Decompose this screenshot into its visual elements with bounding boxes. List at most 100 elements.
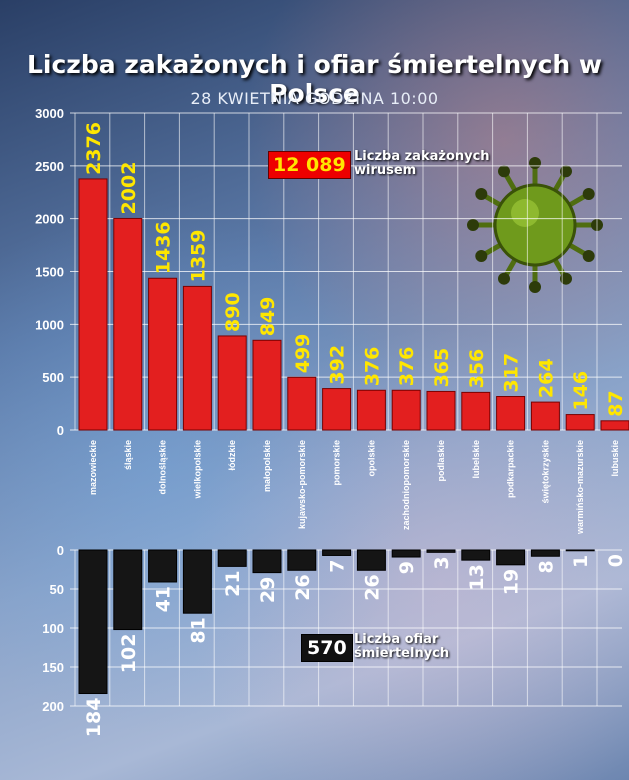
deaths-bar xyxy=(78,549,108,695)
virus-illustration xyxy=(467,157,603,293)
infected-value-label: 264 xyxy=(535,358,557,398)
infected-bar xyxy=(600,420,629,431)
deaths-bar xyxy=(426,549,456,553)
deaths-y-tick: 200 xyxy=(42,699,64,714)
category-label: dolnośląskie xyxy=(158,440,168,495)
deaths-bar xyxy=(287,549,317,571)
category-label: podlaskie xyxy=(436,440,446,482)
category-label: lubuskie xyxy=(610,440,620,477)
deaths-value-label: 9 xyxy=(396,561,418,574)
deaths-value-label: 41 xyxy=(153,586,175,612)
infected-value-label: 849 xyxy=(257,297,279,337)
chart-subtitle: 28 KWIETNIA GODZINA 10:00 xyxy=(190,89,439,108)
category-label: śląskie xyxy=(123,440,133,470)
category-labels: mazowieckie śląskie dolnośląskie wielkopols… xyxy=(88,440,620,535)
deaths-legend-text: Liczba ofiar śmiertelnych xyxy=(354,633,449,661)
infected-y-tick: 2500 xyxy=(35,159,64,174)
infected-value-label: 499 xyxy=(292,334,314,374)
deaths-value-label: 7 xyxy=(327,559,349,572)
virus-spike-tip xyxy=(475,250,488,262)
virus-spike-tip xyxy=(498,165,510,178)
deaths-bar xyxy=(461,549,491,561)
infected-bar xyxy=(496,396,526,431)
infected-bar xyxy=(287,376,317,431)
category-label: podkarpackie xyxy=(506,440,516,498)
infected-value-label: 356 xyxy=(466,349,488,389)
infected-bars: 2376 2002 1436 1359 890 849 499 392 376 376 365 356… xyxy=(78,122,629,431)
infected-value-label: 890 xyxy=(222,292,244,332)
infected-bar xyxy=(217,335,247,431)
virus-spike-tip xyxy=(582,250,595,262)
infected-value-label: 2376 xyxy=(83,122,105,175)
deaths-bar xyxy=(113,549,143,631)
infected-value-label: 365 xyxy=(431,348,453,388)
deaths-value-label: 13 xyxy=(466,564,488,590)
chart-title: Liczba zakażonych i ofiar śmiertelnych w… xyxy=(26,50,603,108)
deaths-legend-line1: Liczba ofiar xyxy=(354,632,439,647)
deaths-value-label: 1 xyxy=(570,555,592,568)
infected-value-label: 317 xyxy=(501,353,523,393)
virus-spike-tip xyxy=(529,157,541,169)
deaths-bar xyxy=(252,549,282,574)
deaths-value-label: 184 xyxy=(83,698,105,738)
infected-bar xyxy=(148,277,178,431)
infected-bar xyxy=(565,414,595,431)
virus-body xyxy=(493,183,577,267)
deaths-value-label: 21 xyxy=(222,570,244,596)
infected-bar xyxy=(252,339,282,431)
infected-value-label: 87 xyxy=(605,390,627,416)
deaths-bar xyxy=(565,549,595,552)
deaths-total-badge: 570 xyxy=(301,634,353,662)
deaths-y-tick: 100 xyxy=(42,621,64,636)
infected-legend-text: Liczba zakażonych wirusem xyxy=(354,150,490,178)
category-label: świętokrzyskie xyxy=(540,440,550,504)
category-label: lubelskie xyxy=(471,440,481,479)
deaths-value-label: 0 xyxy=(605,554,627,567)
deaths-y-tick: 150 xyxy=(42,660,64,675)
infected-bar xyxy=(356,389,386,431)
virus-spike-tip xyxy=(498,272,510,285)
deaths-bar xyxy=(391,549,421,558)
virus-highlight xyxy=(511,199,539,227)
deaths-bar xyxy=(182,549,212,614)
infected-value-label: 376 xyxy=(361,347,383,387)
category-label: zachodniopomorskie xyxy=(401,440,411,530)
virus-spike-tip xyxy=(529,281,541,293)
deaths-bar xyxy=(217,549,247,567)
infected-value-label: 376 xyxy=(396,347,418,387)
deaths-legend-line2: śmiertelnych xyxy=(354,646,450,661)
deaths-bar xyxy=(496,549,526,566)
deaths-bar xyxy=(530,549,560,557)
infected-bar xyxy=(530,401,560,431)
virus-spike-tip xyxy=(560,272,572,285)
infected-bar xyxy=(182,285,212,431)
deaths-value-label: 26 xyxy=(361,574,383,600)
infected-y-tick: 0 xyxy=(57,423,64,438)
infected-bar xyxy=(113,217,143,431)
infected-bar xyxy=(322,388,352,431)
infected-bar xyxy=(391,389,421,431)
deaths-value-label: 3 xyxy=(431,556,453,569)
deaths-value-label: 102 xyxy=(118,634,140,674)
infected-y-tick: 3000 xyxy=(35,106,64,121)
category-label: łódzkie xyxy=(227,440,237,471)
infected-y-tick: 1500 xyxy=(35,265,64,280)
deaths-value-label: 29 xyxy=(257,577,279,603)
deaths-y-tick: 0 xyxy=(57,543,64,558)
infected-bar xyxy=(426,390,456,431)
infected-bar xyxy=(461,391,491,431)
deaths-bar xyxy=(148,549,178,583)
deaths-value-label: 19 xyxy=(501,569,523,595)
infected-total-badge: 12 089 xyxy=(268,151,351,179)
category-label: mazowieckie xyxy=(88,440,98,495)
category-label: małopolskie xyxy=(262,440,272,492)
infected-value-label: 146 xyxy=(570,371,592,411)
infected-y-tick: 1000 xyxy=(35,317,64,332)
infected-value-label: 392 xyxy=(327,345,349,385)
deaths-value-label: 8 xyxy=(535,560,557,573)
virus-spike-tip xyxy=(560,165,572,178)
infected-value-label: 1436 xyxy=(153,221,175,274)
